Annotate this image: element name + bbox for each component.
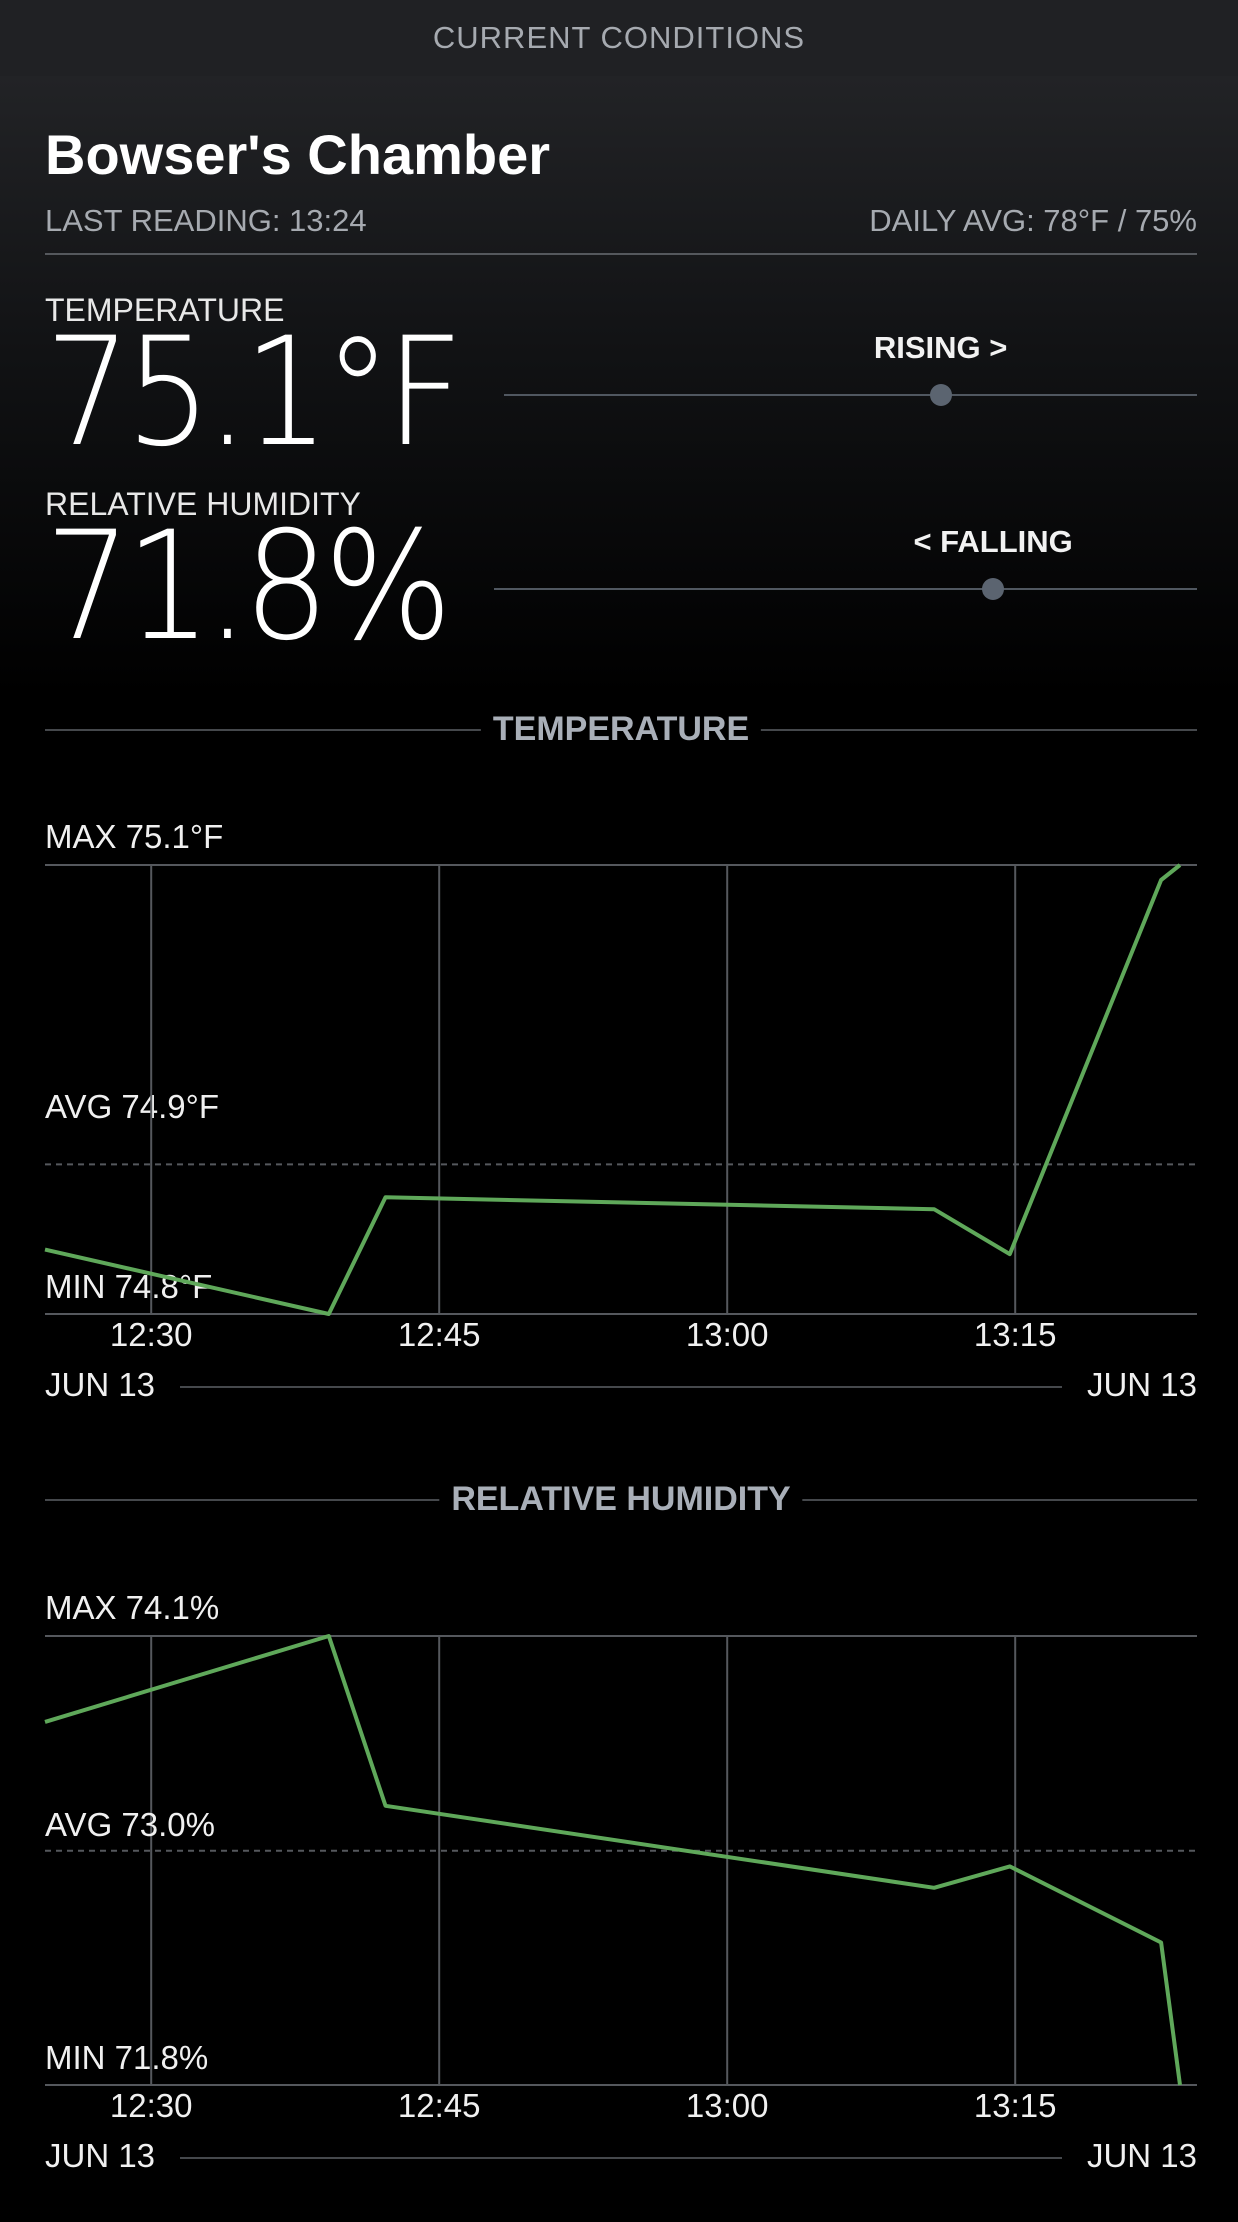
temperature-avg-label: AVG 74.9°F: [45, 1088, 219, 1125]
reading-summary-row: LAST READING: 13:24 DAILY AVG: 78°F / 75…: [45, 203, 1197, 255]
humidity-date-left: JUN 13: [45, 2137, 156, 2174]
temperature-trend-indicator: RISING >: [504, 330, 1197, 410]
humidity-trend-track: [494, 588, 1197, 590]
daily-average: DAILY AVG: 78°F / 75%: [869, 203, 1197, 238]
humidity-tick-label: 13:15: [973, 2087, 1057, 2124]
humidity-date-right: JUN 13: [1086, 2137, 1197, 2174]
humidity-trend-marker: [982, 578, 1005, 600]
humidity-avg-label: AVG 73.0%: [45, 1806, 215, 1843]
temperature-date-row: JUN 13 JUN 13: [45, 1366, 1197, 1406]
temperature-series-line: [44, 863, 1182, 1316]
humidity-chart-header: RELATIVE HUMIDITY: [45, 1480, 1197, 1520]
humidity-tick-label: 12:30: [109, 2087, 193, 2124]
temperature-value: 75.1°F: [45, 306, 464, 480]
humidity-value: 71.8%: [45, 500, 452, 674]
temperature-trend-label: RISING >: [873, 330, 1008, 365]
temperature-max-label: MAX 75.1°F: [45, 818, 224, 855]
humidity-date-row: JUN 13 JUN 13: [45, 2137, 1197, 2177]
top-bar-title: CURRENT CONDITIONS: [432, 20, 806, 55]
humidity-series-line: [44, 1634, 1182, 2086]
temperature-label: TEMPERATURE: [45, 292, 285, 328]
humidity-min-label: MIN 71.8%: [45, 2039, 209, 2076]
humidity-tick-label: 12:45: [397, 2087, 481, 2124]
humidity-trend-indicator: < FALLING: [494, 524, 1197, 604]
sensor-name: Bowser's Chamber: [45, 123, 551, 186]
header-background: [0, 76, 1238, 696]
temperature-date-right: JUN 13: [1086, 1366, 1197, 1403]
temperature-tick-label: 13:00: [685, 1316, 769, 1353]
humidity-chart-title: RELATIVE HUMIDITY: [439, 1480, 803, 1519]
temperature-chart-header: TEMPERATURE: [45, 710, 1197, 750]
temperature-tick-label: 13:15: [973, 1316, 1057, 1353]
last-reading: LAST READING: 13:24: [45, 203, 367, 238]
temperature-tick-label: 12:45: [397, 1316, 481, 1353]
humidity-trend-label: < FALLING: [913, 524, 1073, 559]
temperature-chart-title: TEMPERATURE: [480, 710, 762, 749]
humidity-tick-label: 13:00: [685, 2087, 769, 2124]
top-bar: CURRENT CONDITIONS: [0, 0, 1238, 77]
temperature-date-left: JUN 13: [45, 1366, 156, 1403]
temperature-trend-track: [504, 394, 1197, 396]
temperature-tick-label: 12:30: [109, 1316, 193, 1353]
temperature-min-label: MIN 74.8°F: [45, 1268, 213, 1305]
humidity-max-label: MAX 74.1%: [45, 1589, 220, 1626]
temperature-trend-marker: [929, 384, 952, 406]
humidity-label: RELATIVE HUMIDITY: [45, 486, 361, 522]
